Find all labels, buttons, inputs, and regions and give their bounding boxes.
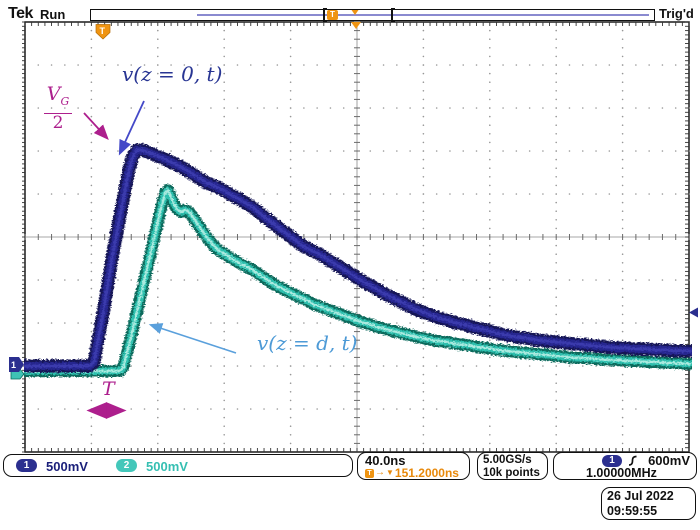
trigger-frequency-readout: 1.00000MHz: [586, 466, 657, 480]
trigger-delay-readout: 151.2000ns: [394, 466, 459, 480]
triangle-down-icon: [351, 10, 359, 15]
time-readout: 09:59:55: [607, 504, 658, 518]
ch2-scale-readout[interactable]: 500mV: [146, 459, 188, 474]
trigger-source-line: 1 600mV: [560, 453, 690, 468]
ch1-scale-readout[interactable]: 500mV: [46, 459, 88, 474]
ch1-annotation-label: v(z = 0, t): [122, 62, 223, 86]
graticule: [22, 21, 690, 453]
channel-readout-box: 1 500mV 2 500mV: [3, 454, 353, 477]
trigger-position-icon: T: [95, 24, 111, 40]
ch2-annotation-label: v(z = d, t): [257, 331, 358, 355]
generator-voltage-fraction: VG 2: [44, 84, 72, 133]
fraction-numerator: VG: [46, 83, 70, 108]
annotation-arrows: [83, 100, 237, 419]
fraction-denominator: 2: [52, 112, 64, 133]
record-length-readout: 10k points: [483, 467, 540, 479]
trigger-t-icon: T: [365, 468, 374, 478]
ch1-trace: [24, 143, 692, 373]
ch2-trace: [24, 184, 692, 377]
ch1-badge[interactable]: 1: [16, 459, 37, 472]
channel-position-markers: 1: [9, 357, 25, 380]
trigger-readout-box[interactable]: 1 600mV 1.00000MHz: [553, 452, 697, 480]
trigger-t-icon: T: [327, 10, 338, 20]
svg-text:1: 1: [11, 360, 16, 370]
acquisition-readout-box[interactable]: 5.00GS/s 10k points: [477, 452, 548, 480]
triangle-down-icon: ▼: [386, 468, 394, 477]
sample-rate-readout: 5.00GS/s: [483, 454, 532, 466]
window-bracket-right[interactable]: [391, 8, 395, 22]
expansion-point-icon: [351, 22, 361, 29]
window-bracket-left[interactable]: [323, 8, 327, 22]
datetime-box: 26 Jul 2022 09:59:55: [601, 487, 696, 520]
trigger-level-readout: 600mV: [648, 453, 690, 468]
date-readout: 26 Jul 2022: [607, 489, 674, 503]
ch2-badge[interactable]: 2: [116, 459, 137, 472]
rising-edge-icon: [628, 455, 637, 466]
fraction-bar: [44, 112, 72, 114]
record-preview-line: [197, 14, 649, 16]
timebase-scale: 40.0ns: [365, 453, 406, 468]
timebase-readout-box[interactable]: 40.0ns T → ▼ 151.2000ns: [357, 452, 470, 480]
trigger-level-icon: [689, 307, 698, 318]
trigger-delay-line: T → ▼ 151.2000ns: [365, 467, 469, 479]
trigger-state: Trig'd: [659, 6, 694, 21]
acquisition-state: Run: [40, 7, 66, 22]
tek-logo: Tek: [8, 5, 33, 22]
waveform-traces: [24, 143, 692, 377]
arrow-right-icon: →: [375, 467, 385, 478]
svg-text:T: T: [100, 26, 106, 36]
trigger-source-badge: 1: [602, 454, 622, 467]
transit-time-label: T: [102, 378, 115, 400]
